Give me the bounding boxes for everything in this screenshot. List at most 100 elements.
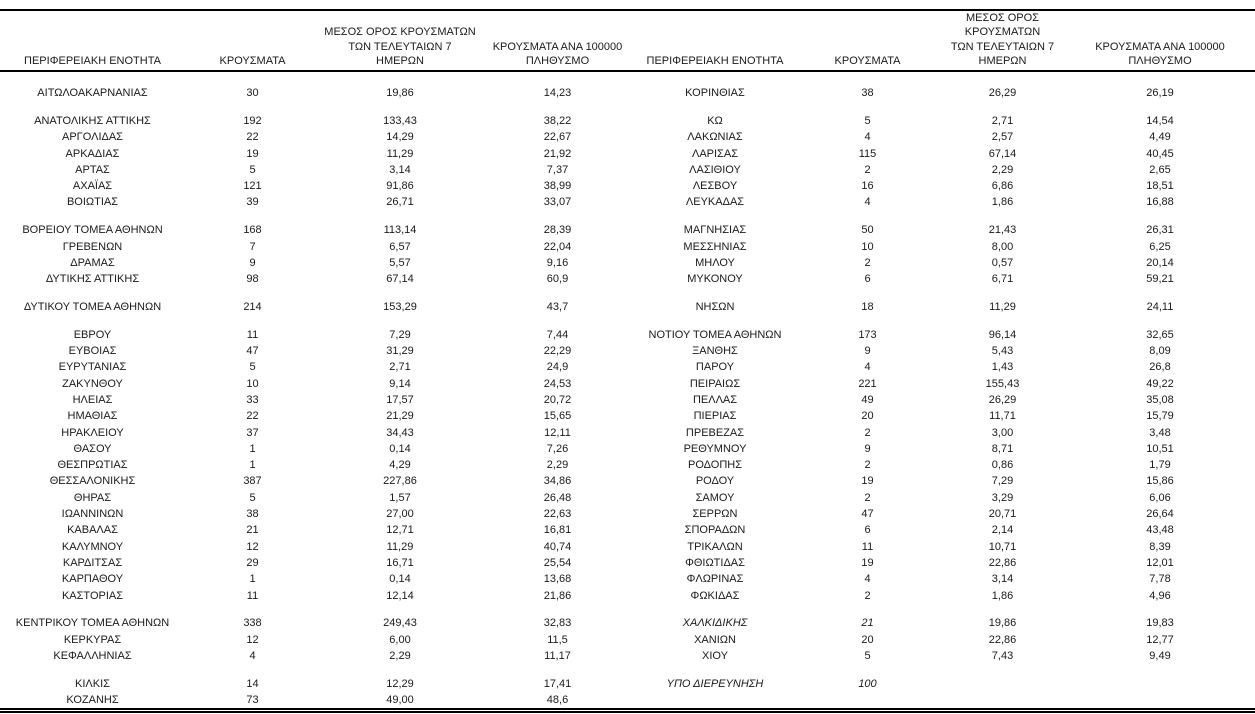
spacer-cell — [0, 604, 1255, 616]
left-per100k-cell: 17,41 — [543, 677, 572, 690]
left-per100k-cell: 9,16 — [546, 256, 569, 269]
right-cases-cell — [795, 692, 940, 711]
right-region-cell: ΠΑΡΟΥ — [695, 361, 735, 374]
left-per100k-cell: 28,39 — [543, 224, 572, 237]
right-cases-cell: 2 — [864, 459, 871, 472]
left-cases-cell: 5 — [249, 163, 256, 176]
left-region-cell: ΑΙΤΩΛΟΑΚΑΡΝΑΝΙΑΣ — [37, 87, 148, 100]
right-cases-cell: 50 — [861, 224, 874, 237]
table-row: ΑΡΤΑΣ 5 3,14 7,37 ΛΑΣΙΘΙΟΥ 2 2,29 2,65 — [0, 162, 1255, 178]
right-region-cell: ΝΟΤΙΟΥ ΤΟΜΕΑ ΑΘΗΝΩΝ — [648, 328, 782, 341]
right-cases-cell: 9 — [864, 442, 871, 455]
left-avg7-cell: 0,14 — [389, 573, 411, 586]
table-row: ΑΧΑΪΑΣ 121 91,86 38,99 ΛΕΣΒΟΥ 16 6,86 18,51 — [0, 178, 1255, 194]
left-avg7-cell: 6,57 — [389, 240, 411, 253]
table-row: ΙΩΑΝΝΙΝΩΝ 38 27,00 22,63 ΣΕΡΡΩΝ 47 20,71 26,64 — [0, 506, 1255, 522]
left-per100k-cell: 48,6 — [546, 693, 569, 706]
left-region-cell: ΚΑΣΤΟΡΙΑΣ — [61, 589, 124, 602]
table-row: ΚΑΡΠΑΘΟΥ 1 0,14 13,68 ΦΛΩΡΙΝΑΣ 4 3,14 7,78 — [0, 571, 1255, 587]
right-per100k-cell: 9,49 — [1149, 649, 1171, 662]
left-per100k-cell: 24,53 — [543, 377, 572, 390]
right-region-cell: ΧΑΝΙΩΝ — [694, 633, 736, 646]
left-per100k-cell: 26,48 — [543, 491, 572, 504]
right-per100k-cell: 7,78 — [1149, 573, 1171, 586]
left-cases-cell: 21 — [246, 524, 259, 537]
table-row: ΘΕΣΠΡΩΤΙΑΣ 1 4,29 2,29 ΡΟΔΟΠΗΣ 2 0,86 1,79 — [0, 457, 1255, 473]
left-region-cell: ΕΒΡΟΥ — [73, 328, 112, 341]
left-avg7-cell: 27,00 — [386, 508, 414, 521]
right-cases-cell: 115 — [858, 147, 877, 160]
right-region-cell: ΤΡΙΚΑΛΩΝ — [687, 540, 743, 553]
left-region-cell: ΚΑΡΔΙΤΣΑΣ — [62, 556, 123, 569]
left-region-cell: ΗΛΕΙΑΣ — [72, 393, 113, 406]
left-per100k-cell: 14,23 — [543, 87, 572, 100]
right-region-cell: ΧΑΛΚΙΔΙΚΗΣ — [682, 617, 748, 630]
right-cases-cell: 9 — [864, 345, 871, 358]
table-row: ΚΑΛΥΜΝΟΥ 12 11,29 40,74 ΤΡΙΚΑΛΩΝ 11 10,71 8,39 — [0, 539, 1255, 555]
left-region-cell: ΚΕΝΤΡΙΚΟΥ ΤΟΜΕΑ ΑΘΗΝΩΝ — [15, 617, 170, 630]
right-cases-cell: 18 — [861, 300, 874, 313]
right-avg7-cell: 21,43 — [988, 224, 1017, 237]
left-per100k-cell: 60,9 — [546, 273, 569, 286]
left-cases-cell: 5 — [249, 491, 256, 504]
right-avg7-cell — [940, 692, 1065, 711]
left-cases-cell: 4 — [249, 649, 256, 662]
table-row: ΔΥΤΙΚΗΣ ΑΤΤΙΚΗΣ 98 67,14 60,9 ΜΥΚΟΝΟΥ 6 6,71 59… — [0, 271, 1255, 287]
left-avg7-cell: 16,71 — [386, 556, 414, 569]
right-per100k-cell: 26,64 — [1146, 508, 1174, 521]
left-avg7-cell: 113,14 — [383, 224, 417, 237]
right-region-cell: ΛΑΣΙΘΙΟΥ — [689, 163, 741, 176]
right-per100k-cell: 24,11 — [1146, 300, 1174, 313]
left-cases-cell: 338 — [243, 617, 262, 630]
right-avg7-cell: 2,71 — [991, 114, 1014, 127]
right-region-cell: ΦΩΚΙΔΑΣ — [690, 589, 740, 602]
left-avg7-cell: 12,71 — [386, 524, 414, 537]
right-region-cell: ΡΟΔΟΥ — [695, 475, 735, 488]
left-cases-cell: 168 — [243, 224, 262, 237]
right-per100k-cell: 26,19 — [1146, 87, 1174, 100]
right-per100k-cell: 40,45 — [1146, 147, 1174, 160]
spacer-row — [0, 211, 1255, 223]
left-per100k-cell: 15,65 — [543, 410, 572, 423]
table-row: ΖΑΚΥΝΘΟΥ 10 9,14 24,53 ΠΕΙΡΑΙΩΣ 221 155,43 49,2… — [0, 376, 1255, 392]
right-per100k-cell: 26,8 — [1149, 361, 1171, 374]
right-avg7-cell: 11,29 — [989, 300, 1016, 313]
header-per100k-left: ΚΡΟΥΣΜΑΤΑ ΑΝΑ 100000 ΠΛΗΘΥΣΜΟ — [480, 10, 635, 73]
left-avg7-cell: 91,86 — [386, 180, 414, 193]
left-cases-cell: 19 — [246, 147, 259, 160]
right-cases-cell: 20 — [861, 410, 874, 423]
left-avg7-cell: 9,14 — [389, 377, 411, 390]
left-cases-cell: 22 — [246, 410, 259, 423]
right-per100k-cell: 2,65 — [1149, 163, 1171, 176]
right-cases-cell: 21 — [861, 617, 874, 630]
right-per100k-cell: 8,09 — [1149, 345, 1171, 358]
right-cases-cell: 49 — [861, 393, 874, 406]
header-cases-right: ΚΡΟΥΣΜΑΤΑ — [795, 10, 940, 73]
left-cases-cell: 38 — [246, 508, 259, 521]
right-per100k-cell: 49,22 — [1146, 377, 1174, 390]
left-per100k-cell: 21,92 — [543, 147, 572, 160]
left-per100k-cell: 11,5 — [547, 633, 568, 646]
table-row: ΚΕΝΤΡΙΚΟΥ ΤΟΜΕΑ ΑΘΗΝΩΝ 338 249,43 32,83 ΧΑΛΚ… — [0, 615, 1255, 631]
right-per100k-cell: 18,51 — [1146, 180, 1174, 193]
right-cases-cell: 173 — [858, 328, 877, 341]
left-region-cell: ΒΟΙΩΤΙΑΣ — [66, 196, 119, 209]
table-row: ΔΡΑΜΑΣ 9 5,57 9,16 ΜΗΛΟΥ 2 0,57 20,14 — [0, 255, 1255, 271]
right-region-cell: ΧΙΟΥ — [702, 649, 728, 662]
left-region-cell: ΚΑΡΠΑΘΟΥ — [61, 573, 124, 586]
left-region-cell: ΚΑΛΥΜΝΟΥ — [61, 540, 124, 553]
header-per100k-right: ΚΡΟΥΣΜΑΤΑ ΑΝΑ 100000 ΠΛΗΘΥΣΜΟ — [1065, 10, 1255, 73]
table-row: ΔΥΤΙΚΟΥ ΤΟΜΕΑ ΑΘΗΝΩΝ 214 153,29 43,7 ΝΗΣΩΝ 18… — [0, 299, 1255, 315]
left-avg7-cell: 153,29 — [383, 300, 417, 313]
left-cases-cell: 11 — [246, 328, 259, 341]
right-avg7-cell: 6,86 — [991, 180, 1014, 193]
table-row: ΚΑΣΤΟΡΙΑΣ 11 12,14 21,86 ΦΩΚΙΔΑΣ 2 1,86 4,96 — [0, 588, 1255, 604]
left-per100k-cell: 32,83 — [543, 617, 572, 630]
right-avg7-cell: 2,29 — [991, 163, 1014, 176]
right-avg7-cell: 19,86 — [988, 617, 1017, 630]
right-per100k-cell: 12,01 — [1146, 556, 1174, 569]
left-avg7-cell: 26,71 — [386, 196, 414, 209]
table-row: ΚΑΡΔΙΤΣΑΣ 29 16,71 25,54 ΦΘΙΩΤΙΔΑΣ 19 22,86 12,… — [0, 555, 1255, 571]
table-row: ΘΗΡΑΣ 5 1,57 26,48 ΣΑΜΟΥ 2 3,29 6,06 — [0, 490, 1255, 506]
right-avg7-cell: 7,29 — [991, 475, 1014, 488]
